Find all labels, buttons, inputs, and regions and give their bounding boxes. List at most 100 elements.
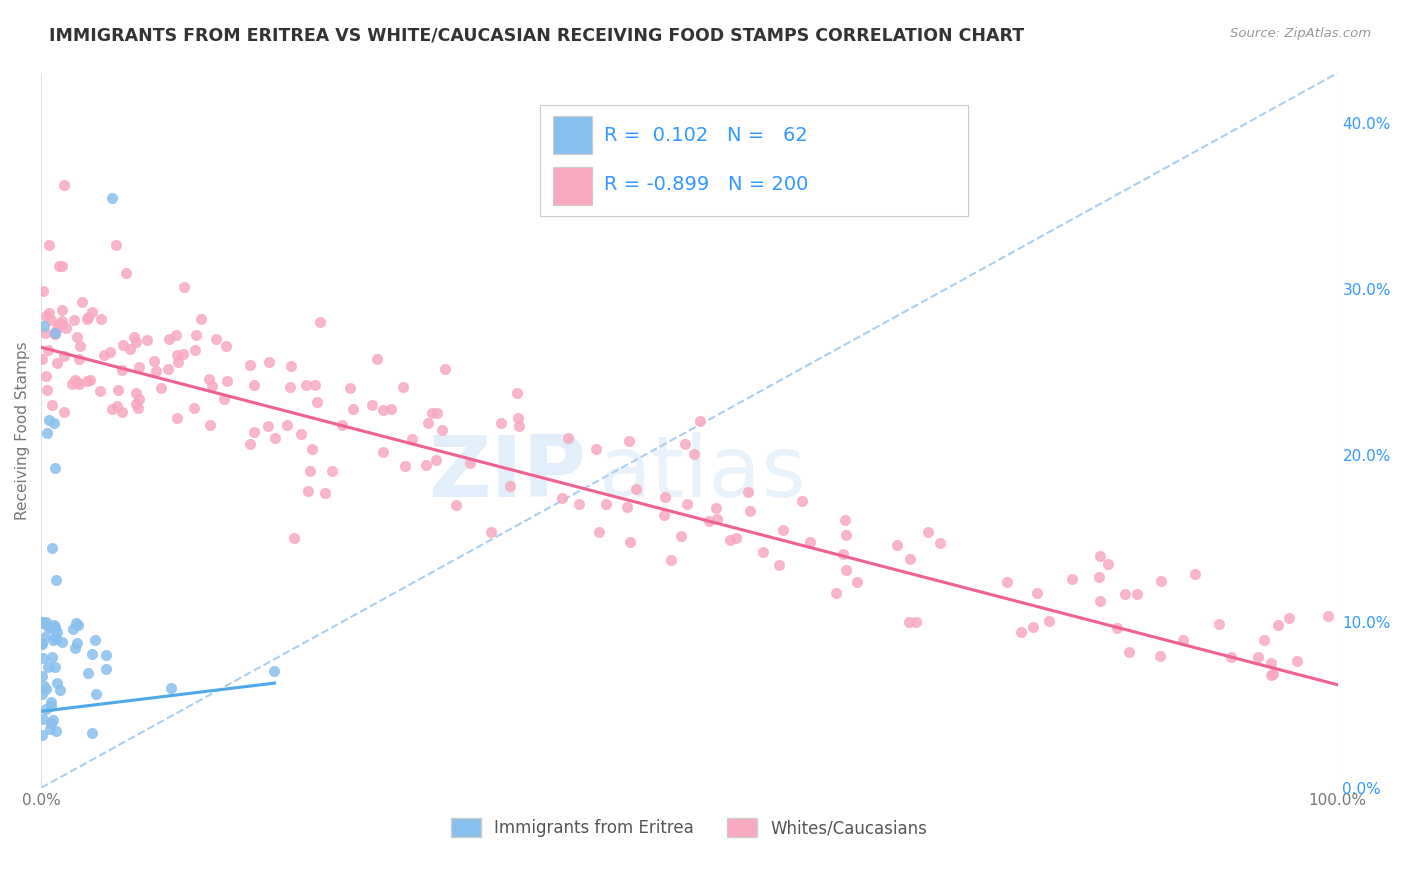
Point xyxy=(835,563,858,577)
Point xyxy=(432,423,454,437)
Point xyxy=(704,500,727,515)
Point xyxy=(42,618,65,632)
Point xyxy=(31,637,53,651)
Point xyxy=(41,633,63,648)
Point xyxy=(276,418,298,433)
Point xyxy=(1025,586,1047,600)
Point xyxy=(198,372,221,386)
Point xyxy=(51,259,73,273)
Point xyxy=(35,425,58,440)
Point xyxy=(41,649,63,664)
Point xyxy=(31,636,53,650)
Point xyxy=(65,616,87,631)
Point xyxy=(886,538,908,552)
Point xyxy=(166,348,188,362)
Point xyxy=(724,531,747,545)
Point xyxy=(900,551,922,566)
Point xyxy=(1184,566,1206,581)
Point xyxy=(35,682,58,697)
Point xyxy=(128,360,150,375)
Legend: Immigrants from Eritrea, Whites/Caucasians: Immigrants from Eritrea, Whites/Caucasia… xyxy=(444,811,935,844)
Point xyxy=(31,615,53,629)
Point xyxy=(1285,655,1308,669)
Point xyxy=(35,368,58,383)
Point xyxy=(39,313,62,327)
Point xyxy=(51,303,73,318)
Point xyxy=(84,632,107,647)
Point xyxy=(499,479,522,493)
Point xyxy=(111,405,134,419)
Point xyxy=(676,497,699,511)
Point xyxy=(489,416,512,430)
Point xyxy=(298,464,321,478)
Text: atlas: atlas xyxy=(599,432,807,515)
Point xyxy=(79,373,101,387)
Point xyxy=(1114,587,1136,601)
Point xyxy=(37,383,59,397)
Point xyxy=(898,615,921,629)
Point xyxy=(200,417,222,432)
Point xyxy=(32,712,55,726)
Point xyxy=(616,500,638,515)
Point xyxy=(752,545,775,559)
Point xyxy=(239,437,262,451)
Point xyxy=(38,722,60,736)
Point xyxy=(995,574,1018,589)
Point xyxy=(31,728,53,742)
Point xyxy=(834,513,856,527)
Point xyxy=(1261,667,1284,681)
Point xyxy=(1150,574,1173,588)
Point xyxy=(1126,587,1149,601)
Point xyxy=(1171,633,1194,648)
Point xyxy=(101,191,124,205)
Point xyxy=(128,392,150,406)
Point xyxy=(799,534,821,549)
Point xyxy=(205,332,228,346)
Text: IMMIGRANTS FROM ERITREA VS WHITE/CAUCASIAN RECEIVING FOOD STAMPS CORRELATION CHA: IMMIGRANTS FROM ERITREA VS WHITE/CAUCASI… xyxy=(49,27,1025,45)
Point xyxy=(737,484,759,499)
Point xyxy=(184,327,207,342)
Point xyxy=(69,339,91,353)
Point xyxy=(183,343,205,357)
Point xyxy=(67,376,90,391)
Point xyxy=(44,326,66,341)
Point xyxy=(278,380,301,394)
Point xyxy=(45,573,67,587)
Point xyxy=(1267,618,1289,632)
Point xyxy=(107,383,129,397)
Point xyxy=(673,437,696,451)
Point xyxy=(66,329,89,343)
Y-axis label: Receiving Food Stamps: Receiving Food Stamps xyxy=(15,341,30,520)
Point xyxy=(426,406,449,420)
Point xyxy=(283,532,305,546)
Point xyxy=(34,630,56,644)
Point xyxy=(76,666,98,681)
Point xyxy=(392,380,415,394)
Point xyxy=(394,459,416,474)
Point xyxy=(1149,648,1171,663)
Point xyxy=(917,524,939,539)
Point xyxy=(738,503,761,517)
Point xyxy=(32,616,55,631)
Point xyxy=(39,695,62,709)
Point xyxy=(669,529,692,543)
Point xyxy=(420,406,443,420)
Point xyxy=(301,442,323,457)
Point xyxy=(415,458,437,472)
Point xyxy=(568,497,591,511)
Point xyxy=(825,586,848,600)
Point xyxy=(45,676,67,690)
Point xyxy=(159,681,181,695)
Point xyxy=(626,482,648,496)
Point xyxy=(342,402,364,417)
Point xyxy=(55,321,77,335)
Point xyxy=(425,453,447,467)
Point xyxy=(35,702,58,716)
Point xyxy=(51,635,73,649)
Point xyxy=(242,378,264,392)
Point xyxy=(297,484,319,499)
Point xyxy=(929,536,952,550)
Point xyxy=(190,312,212,326)
Point xyxy=(42,714,65,728)
Point xyxy=(44,620,66,634)
